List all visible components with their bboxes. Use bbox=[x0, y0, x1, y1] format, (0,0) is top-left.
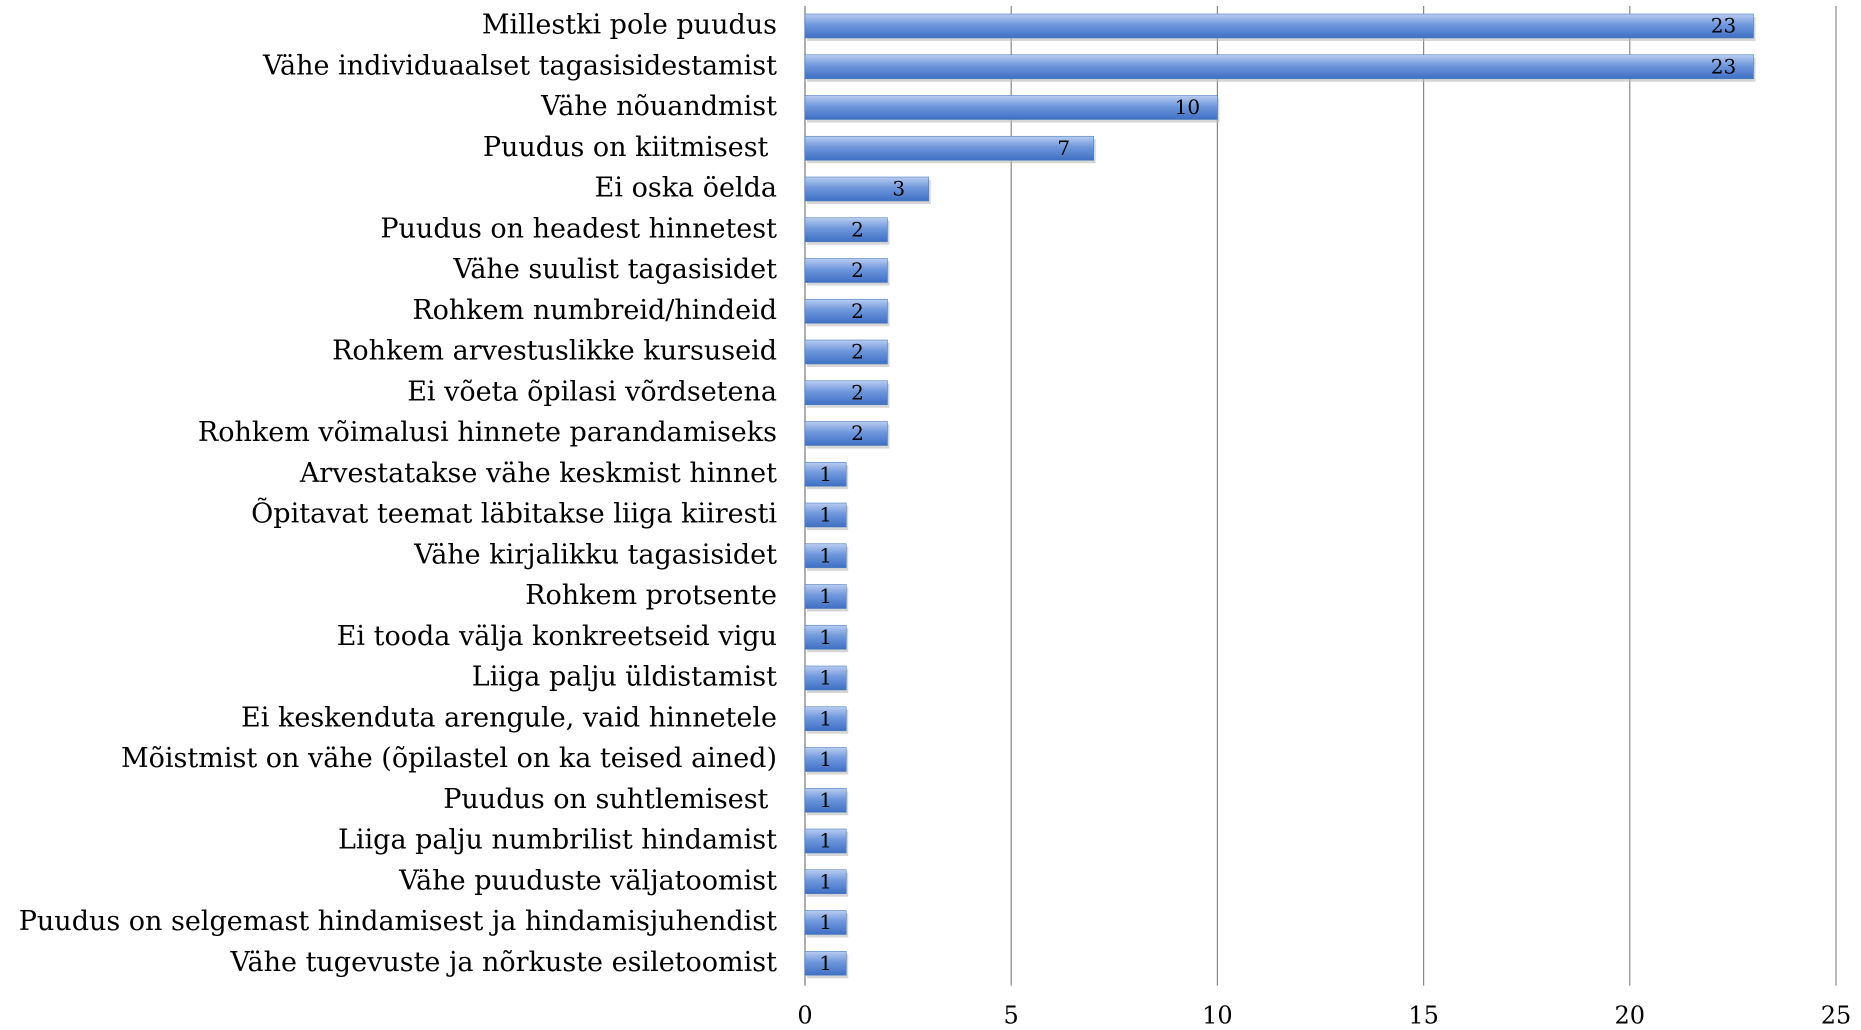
y-tick-label: Liiga palju numbrilist hindamist bbox=[338, 825, 777, 856]
y-tick-label: Rohkem numbreid/hindeid bbox=[412, 295, 777, 326]
x-tick-label: 10 bbox=[1202, 1002, 1233, 1030]
data-label: 1 bbox=[819, 829, 832, 853]
data-label: 1 bbox=[819, 625, 832, 649]
y-tick-label: Liiga palju üldistamist bbox=[472, 662, 777, 693]
y-tick-label: Ei oska öelda bbox=[595, 173, 777, 204]
y-tick-label: Ei võeta õpilasi võrdsetena bbox=[407, 376, 777, 407]
data-label: 1 bbox=[819, 869, 832, 893]
bar bbox=[804, 13, 1754, 39]
y-tick-label: Õpitavat teemat läbitakse liiga kiiresti bbox=[251, 496, 777, 530]
y-tick-label: Ei keskenduta arengule, vaid hinnetele bbox=[241, 702, 777, 733]
data-label: 1 bbox=[819, 910, 832, 934]
data-label: 1 bbox=[819, 584, 832, 608]
bar bbox=[804, 380, 888, 406]
data-label: 3 bbox=[892, 177, 905, 201]
data-label: 1 bbox=[819, 543, 832, 567]
bar bbox=[804, 461, 847, 487]
y-tick-label: Puudus on headest hinnetest bbox=[380, 213, 777, 244]
data-label: 2 bbox=[851, 217, 864, 241]
data-label: 1 bbox=[819, 747, 832, 771]
y-tick-label: Vähe tugevuste ja nõrkuste esiletoomist bbox=[230, 947, 778, 978]
data-label: 2 bbox=[851, 380, 864, 404]
bar bbox=[804, 258, 888, 283]
y-tick-label: Vähe individuaalset tagasisidestamist bbox=[262, 50, 777, 81]
y-tick-label: Puudus on suhtlemisest bbox=[443, 784, 777, 815]
bar bbox=[804, 584, 847, 609]
data-label: 1 bbox=[819, 503, 832, 527]
bar bbox=[804, 950, 847, 976]
y-tick-label: Vähe suulist tagasisidet bbox=[452, 254, 777, 285]
data-label: 1 bbox=[819, 462, 832, 486]
bar bbox=[804, 298, 888, 324]
data-label: 2 bbox=[851, 299, 864, 323]
y-tick-label: Vähe nõuandmist bbox=[540, 91, 777, 122]
data-label: 1 bbox=[819, 706, 832, 730]
bar bbox=[804, 787, 847, 813]
bar bbox=[804, 543, 847, 569]
bar bbox=[804, 706, 847, 732]
data-label: 23 bbox=[1711, 14, 1736, 38]
y-tick-label: Rohkem protsente bbox=[525, 580, 777, 611]
data-label: 1 bbox=[819, 951, 832, 975]
bar bbox=[804, 95, 1218, 120]
bar bbox=[804, 624, 847, 650]
data-label: 1 bbox=[819, 788, 832, 812]
bar bbox=[804, 910, 847, 935]
bar bbox=[804, 665, 847, 691]
y-tick-label: Ei tooda välja konkreetseid vigu bbox=[337, 621, 777, 652]
data-label: 23 bbox=[1711, 54, 1736, 78]
x-tick-label: 0 bbox=[797, 1002, 812, 1030]
y-tick-label: Rohkem võimalusi hinnete parandamiseks bbox=[198, 417, 777, 448]
data-label: 1 bbox=[819, 666, 832, 690]
bar bbox=[804, 869, 847, 895]
y-tick-label: Vähe kirjalikku tagasisidet bbox=[413, 539, 777, 570]
bar bbox=[804, 135, 1094, 161]
y-tick-label: Mõistmist on vähe (õpilastel on ka teise… bbox=[121, 743, 777, 774]
bar bbox=[804, 54, 1754, 80]
y-tick-label: Puudus on kiitmisest bbox=[483, 132, 777, 163]
x-tick-label: 25 bbox=[1821, 1002, 1852, 1030]
bar bbox=[804, 339, 888, 365]
data-label: 7 bbox=[1057, 136, 1070, 160]
y-tick-label: Rohkem arvestuslikke kursuseid bbox=[332, 336, 777, 367]
y-tick-label: Arvestatakse vähe keskmist hinnet bbox=[299, 458, 777, 489]
x-tick-label: 5 bbox=[1004, 1002, 1019, 1030]
bar bbox=[804, 502, 847, 528]
data-label: 2 bbox=[851, 421, 864, 445]
y-tick-label: Puudus on selgemast hindamisest ja hinda… bbox=[19, 906, 777, 937]
data-label: 2 bbox=[851, 258, 864, 282]
bar bbox=[804, 421, 888, 446]
x-tick-label: 20 bbox=[1615, 1002, 1646, 1030]
data-label: 10 bbox=[1175, 95, 1200, 119]
x-tick-label: 15 bbox=[1408, 1002, 1439, 1030]
bar bbox=[804, 828, 847, 854]
y-tick-label: Vähe puuduste väljatoomist bbox=[398, 865, 777, 896]
bar bbox=[804, 176, 930, 202]
bar bbox=[804, 217, 888, 243]
y-tick-label: Millestki pole puudus bbox=[482, 10, 777, 41]
bar bbox=[804, 747, 847, 772]
data-label: 2 bbox=[851, 340, 864, 364]
